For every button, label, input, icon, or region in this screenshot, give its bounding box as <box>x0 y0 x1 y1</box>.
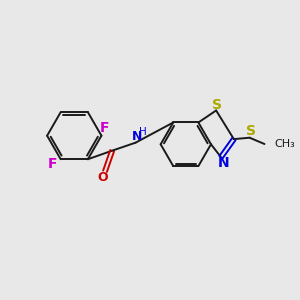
Text: F: F <box>100 121 110 135</box>
Text: O: O <box>98 171 108 184</box>
Text: CH₃: CH₃ <box>274 139 295 149</box>
Text: S: S <box>246 124 256 138</box>
Text: F: F <box>48 158 57 171</box>
Text: N: N <box>218 156 229 170</box>
Text: H: H <box>140 127 147 137</box>
Text: N: N <box>132 130 142 143</box>
Text: S: S <box>212 98 222 112</box>
